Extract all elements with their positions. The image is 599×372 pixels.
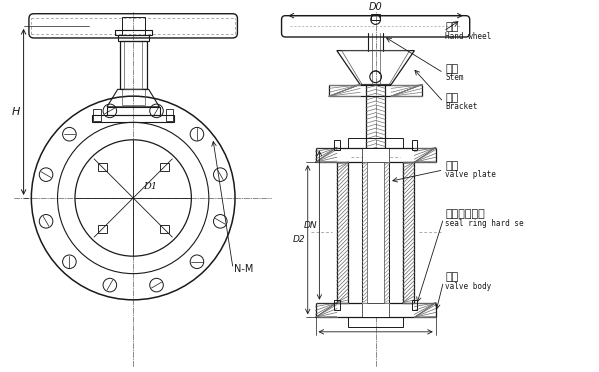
Text: 手轮: 手轮 bbox=[446, 22, 459, 32]
Bar bbox=[403, 162, 415, 303]
Bar bbox=[334, 140, 340, 150]
Text: D0: D0 bbox=[369, 2, 383, 12]
Bar bbox=[367, 162, 385, 303]
Bar bbox=[117, 35, 149, 41]
Bar bbox=[316, 303, 435, 317]
Bar bbox=[349, 317, 403, 327]
Text: 支架: 支架 bbox=[446, 93, 459, 103]
Bar bbox=[93, 109, 101, 121]
Bar bbox=[98, 163, 107, 171]
Bar bbox=[125, 41, 142, 89]
Text: N-M: N-M bbox=[234, 264, 253, 274]
Text: valve plate: valve plate bbox=[446, 170, 497, 179]
Bar bbox=[120, 41, 147, 89]
Bar bbox=[334, 300, 340, 310]
Bar bbox=[337, 162, 349, 303]
Text: 闸板: 闸板 bbox=[446, 161, 459, 171]
Text: D1: D1 bbox=[144, 182, 158, 191]
Text: Stem: Stem bbox=[446, 73, 464, 82]
Bar bbox=[316, 148, 435, 162]
Bar bbox=[362, 148, 389, 162]
Bar bbox=[160, 163, 168, 171]
Bar bbox=[92, 115, 174, 122]
Text: seal ring hard se: seal ring hard se bbox=[446, 219, 524, 228]
Text: H: H bbox=[11, 107, 20, 117]
Bar bbox=[412, 300, 418, 310]
Text: D2: D2 bbox=[293, 235, 306, 244]
Bar bbox=[362, 162, 389, 303]
Bar bbox=[412, 140, 418, 150]
Text: valve body: valve body bbox=[446, 282, 492, 291]
Bar bbox=[362, 303, 389, 317]
Text: 阀杆: 阀杆 bbox=[446, 64, 459, 74]
Bar bbox=[107, 107, 160, 115]
Bar bbox=[371, 14, 380, 20]
Bar bbox=[329, 84, 422, 96]
Text: Hand wheel: Hand wheel bbox=[446, 32, 492, 41]
Bar bbox=[98, 225, 107, 233]
Bar bbox=[115, 30, 152, 35]
Text: Bracket: Bracket bbox=[446, 102, 478, 111]
Bar bbox=[166, 109, 174, 121]
Bar bbox=[349, 138, 403, 148]
Bar bbox=[122, 17, 145, 35]
Text: DN: DN bbox=[304, 221, 317, 230]
Bar bbox=[160, 225, 168, 233]
Text: 密封圈硬密封: 密封圈硬密封 bbox=[446, 209, 485, 219]
Text: 阀体: 阀体 bbox=[446, 273, 459, 282]
